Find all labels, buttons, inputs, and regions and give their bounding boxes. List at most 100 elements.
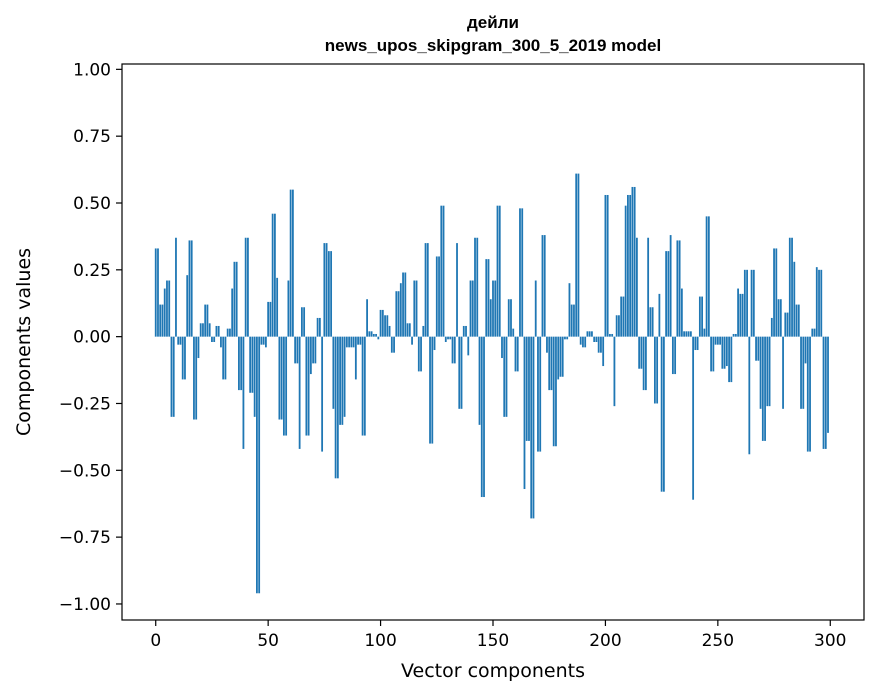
bar — [656, 336, 659, 404]
bar — [779, 299, 782, 337]
bar — [253, 336, 256, 417]
bar — [818, 269, 820, 337]
bar — [797, 304, 800, 337]
bar — [662, 336, 665, 492]
bar — [669, 235, 672, 337]
bar — [496, 205, 499, 337]
bar — [408, 323, 411, 337]
bar — [487, 259, 490, 337]
bar — [449, 336, 452, 340]
bar — [719, 336, 721, 345]
bar — [379, 309, 382, 337]
bar — [788, 237, 791, 337]
bar — [804, 336, 807, 364]
bar — [431, 336, 434, 444]
bar — [480, 336, 483, 498]
bar — [413, 280, 416, 337]
bar — [539, 336, 542, 452]
x-tick-label: 250 — [702, 631, 734, 651]
bar — [343, 336, 346, 417]
bar — [510, 299, 512, 337]
bar — [215, 325, 218, 337]
bar — [460, 336, 463, 409]
bar — [476, 237, 479, 337]
bar — [334, 336, 337, 479]
bar — [721, 336, 724, 369]
bar — [615, 315, 618, 337]
bar — [372, 333, 375, 337]
bar — [269, 301, 272, 337]
bar — [166, 280, 168, 337]
bar — [327, 251, 330, 337]
bar — [411, 336, 413, 345]
bar — [582, 336, 584, 348]
bar — [568, 283, 571, 337]
chart-title-line-2: news_upos_skipgram_300_5_2019 model — [325, 36, 661, 55]
bar — [471, 280, 474, 337]
bar — [381, 309, 384, 337]
bar — [282, 336, 285, 436]
bar — [611, 333, 614, 337]
bar — [233, 261, 236, 337]
bar — [800, 336, 802, 409]
bar — [175, 237, 177, 337]
bar — [370, 331, 373, 337]
bar — [660, 336, 663, 492]
bar — [404, 272, 407, 337]
bar — [525, 336, 528, 441]
bar — [433, 336, 436, 351]
bar — [424, 243, 427, 337]
bar — [629, 194, 632, 337]
y-tick-label: 0.00 — [73, 328, 111, 348]
bar — [537, 336, 539, 452]
bar — [399, 283, 402, 337]
bar — [366, 299, 368, 337]
bar — [262, 336, 265, 345]
bar — [195, 336, 198, 420]
bar — [593, 336, 596, 342]
bar — [377, 336, 380, 340]
bar — [633, 186, 636, 337]
bar — [755, 336, 757, 361]
bar — [501, 336, 503, 359]
bar — [586, 331, 589, 337]
bar — [653, 336, 656, 404]
bar — [240, 336, 243, 391]
bar — [222, 336, 225, 380]
bar — [325, 243, 328, 337]
bar — [256, 336, 258, 594]
bar — [318, 317, 321, 337]
bar — [577, 173, 580, 337]
bar — [687, 331, 690, 337]
x-axis-ticks: 0 50 100 150 200 250 300 — [150, 620, 846, 651]
bar — [267, 301, 270, 337]
bar — [172, 336, 175, 417]
bar — [300, 307, 303, 337]
bar — [188, 240, 191, 337]
bar — [420, 336, 422, 372]
bar — [523, 336, 526, 490]
bar — [685, 331, 688, 337]
bar — [595, 336, 598, 342]
bar — [584, 336, 587, 348]
x-tick-label: 200 — [589, 631, 621, 651]
bar — [202, 323, 204, 337]
plot-frame — [121, 63, 865, 621]
bar — [363, 336, 366, 436]
bar — [813, 328, 816, 337]
bar — [636, 237, 638, 337]
bar — [447, 336, 449, 340]
bar — [622, 296, 625, 337]
x-tick-label: 0 — [150, 631, 161, 651]
bar — [701, 296, 704, 337]
bar — [323, 243, 326, 337]
bar — [388, 325, 391, 337]
bar — [440, 205, 443, 337]
bar — [368, 331, 371, 337]
bar — [206, 304, 209, 337]
bar — [231, 288, 234, 337]
bar — [226, 328, 229, 337]
bar — [739, 293, 742, 337]
bar — [768, 336, 771, 407]
bar — [705, 216, 708, 337]
